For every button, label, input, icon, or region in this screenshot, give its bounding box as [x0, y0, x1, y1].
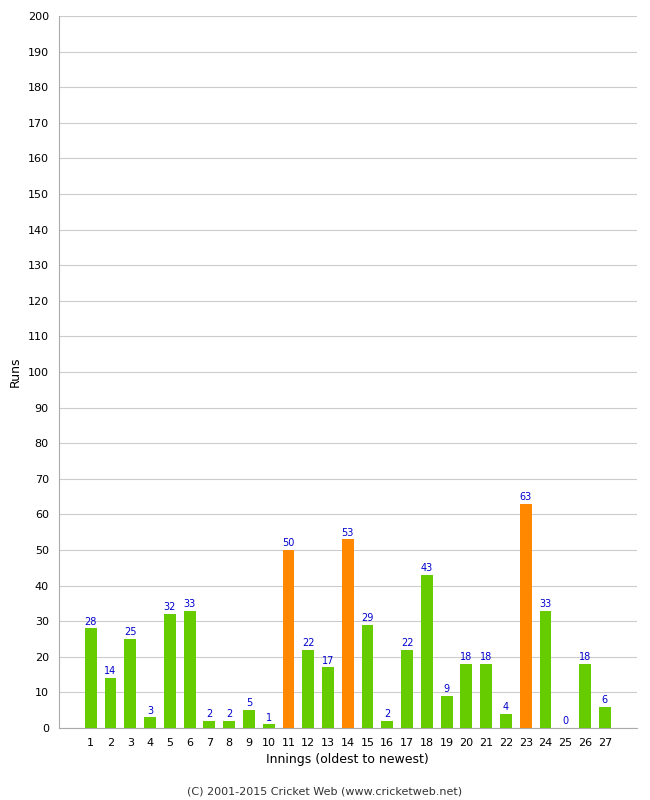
- Text: 25: 25: [124, 627, 136, 638]
- Text: 17: 17: [322, 656, 334, 666]
- Bar: [302, 650, 314, 728]
- Text: 18: 18: [460, 652, 473, 662]
- Bar: [460, 664, 473, 728]
- Bar: [540, 610, 551, 728]
- Text: 22: 22: [401, 638, 413, 648]
- Text: 0: 0: [562, 716, 568, 726]
- Text: (C) 2001-2015 Cricket Web (www.cricketweb.net): (C) 2001-2015 Cricket Web (www.cricketwe…: [187, 786, 463, 796]
- Bar: [520, 504, 532, 728]
- Bar: [164, 614, 176, 728]
- Text: 22: 22: [302, 638, 315, 648]
- Bar: [599, 706, 611, 728]
- Text: 6: 6: [602, 695, 608, 705]
- Text: 29: 29: [361, 613, 374, 623]
- Bar: [361, 625, 374, 728]
- Text: 5: 5: [246, 698, 252, 709]
- Text: 2: 2: [226, 709, 232, 719]
- Text: 43: 43: [421, 563, 433, 573]
- Bar: [84, 628, 97, 728]
- Text: 18: 18: [579, 652, 591, 662]
- Text: 2: 2: [384, 709, 391, 719]
- Bar: [421, 575, 433, 728]
- Bar: [500, 714, 512, 728]
- Text: 4: 4: [503, 702, 509, 712]
- Text: 32: 32: [164, 602, 176, 612]
- Text: 33: 33: [540, 598, 552, 609]
- Bar: [401, 650, 413, 728]
- Text: 3: 3: [147, 706, 153, 715]
- Bar: [283, 550, 294, 728]
- Bar: [144, 718, 156, 728]
- Bar: [203, 721, 215, 728]
- Text: 53: 53: [341, 527, 354, 538]
- Bar: [105, 678, 116, 728]
- Bar: [342, 539, 354, 728]
- Bar: [322, 667, 334, 728]
- Text: 2: 2: [206, 709, 213, 719]
- Text: 33: 33: [183, 598, 196, 609]
- Bar: [441, 696, 452, 728]
- Bar: [243, 710, 255, 728]
- Text: 14: 14: [105, 666, 116, 676]
- Bar: [579, 664, 591, 728]
- X-axis label: Innings (oldest to newest): Innings (oldest to newest): [266, 754, 429, 766]
- Bar: [124, 639, 136, 728]
- Bar: [382, 721, 393, 728]
- Bar: [223, 721, 235, 728]
- Text: 28: 28: [84, 617, 97, 626]
- Text: 63: 63: [519, 492, 532, 502]
- Bar: [263, 725, 274, 728]
- Bar: [184, 610, 196, 728]
- Bar: [480, 664, 492, 728]
- Y-axis label: Runs: Runs: [9, 357, 22, 387]
- Text: 50: 50: [282, 538, 294, 548]
- Text: 9: 9: [443, 684, 450, 694]
- Text: 18: 18: [480, 652, 492, 662]
- Text: 1: 1: [266, 713, 272, 722]
